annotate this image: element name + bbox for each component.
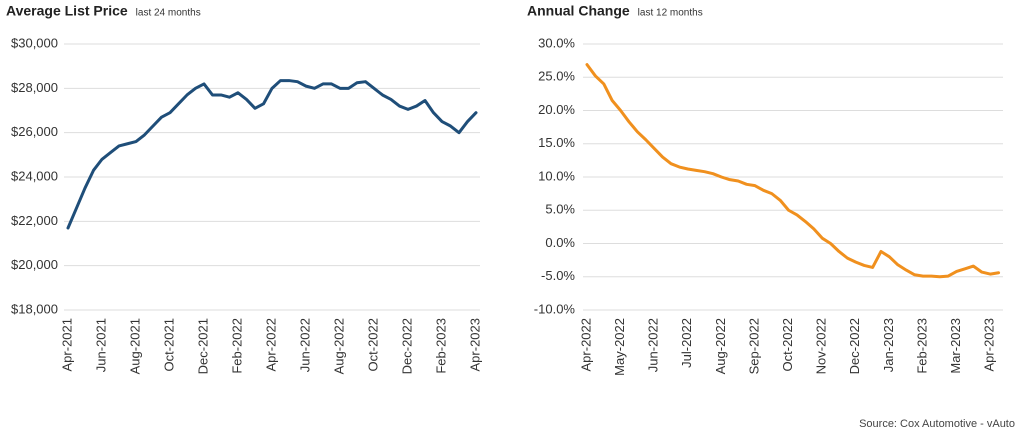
x-tick-label: Jul-2022 [679,318,694,368]
x-tick-label: May-2022 [612,318,627,376]
y-tick-label: $26,000 [11,124,58,139]
y-tick-label: 30.0% [538,35,575,50]
x-tick-label: Apr-2023 [982,318,997,371]
y-tick-label: 20.0% [538,102,575,117]
chart-title: Average List Price [6,3,128,19]
x-tick-label: Dec-2022 [847,318,862,374]
x-tick-label: Aug-2021 [127,318,142,374]
x-tick-label: Apr-2021 [59,318,74,371]
x-tick-label: Oct-2022 [365,318,380,371]
data-line [585,63,1001,279]
y-tick-label: $22,000 [11,213,58,228]
x-tick-label: Jan-2023 [881,318,896,372]
y-tick-label: 10.0% [538,168,575,183]
x-tick-label: Aug-2022 [713,318,728,374]
y-tick-label: $30,000 [11,35,58,50]
x-tick-label: Dec-2021 [195,318,210,374]
chart-subtitle: last 12 months [638,8,703,19]
y-tick-label: -5.0% [541,268,575,283]
x-tick-label: Feb-2023 [433,318,448,374]
chart-subtitle: last 24 months [136,8,201,19]
x-tick-label: Apr-2022 [263,318,278,371]
chart-title: Annual Change [527,3,630,19]
x-tick-label: Mar-2023 [948,318,963,374]
y-tick-label: 5.0% [545,202,575,217]
data-line [66,79,478,230]
x-tick-label: Sep-2022 [746,318,761,374]
y-tick-label: 25.0% [538,69,575,84]
y-tick-label: $18,000 [11,301,58,316]
x-tick-label: Oct-2022 [780,318,795,371]
x-tick-label: Apr-2023 [467,318,482,371]
x-tick-label: Nov-2022 [814,318,829,374]
x-tick-label: Feb-2023 [914,318,929,374]
source: Source: Cox Automotive - vAuto [859,418,1015,430]
y-tick-label: $24,000 [11,168,58,183]
x-tick-label: Jun-2022 [297,318,312,372]
x-tick-label: Dec-2022 [399,318,414,374]
x-tick-label: Jun-2021 [93,318,108,372]
x-tick-label: Feb-2022 [229,318,244,374]
y-tick-label: $28,000 [11,80,58,95]
y-tick-label: $20,000 [11,257,58,272]
x-tick-label: Apr-2022 [578,318,593,371]
x-tick-label: Oct-2021 [161,318,176,371]
x-tick-label: Aug-2022 [331,318,346,374]
x-tick-label: Jun-2022 [646,318,661,372]
y-tick-label: 15.0% [538,135,575,150]
y-tick-label: -10.0% [534,301,576,316]
y-tick-label: 0.0% [545,235,575,250]
